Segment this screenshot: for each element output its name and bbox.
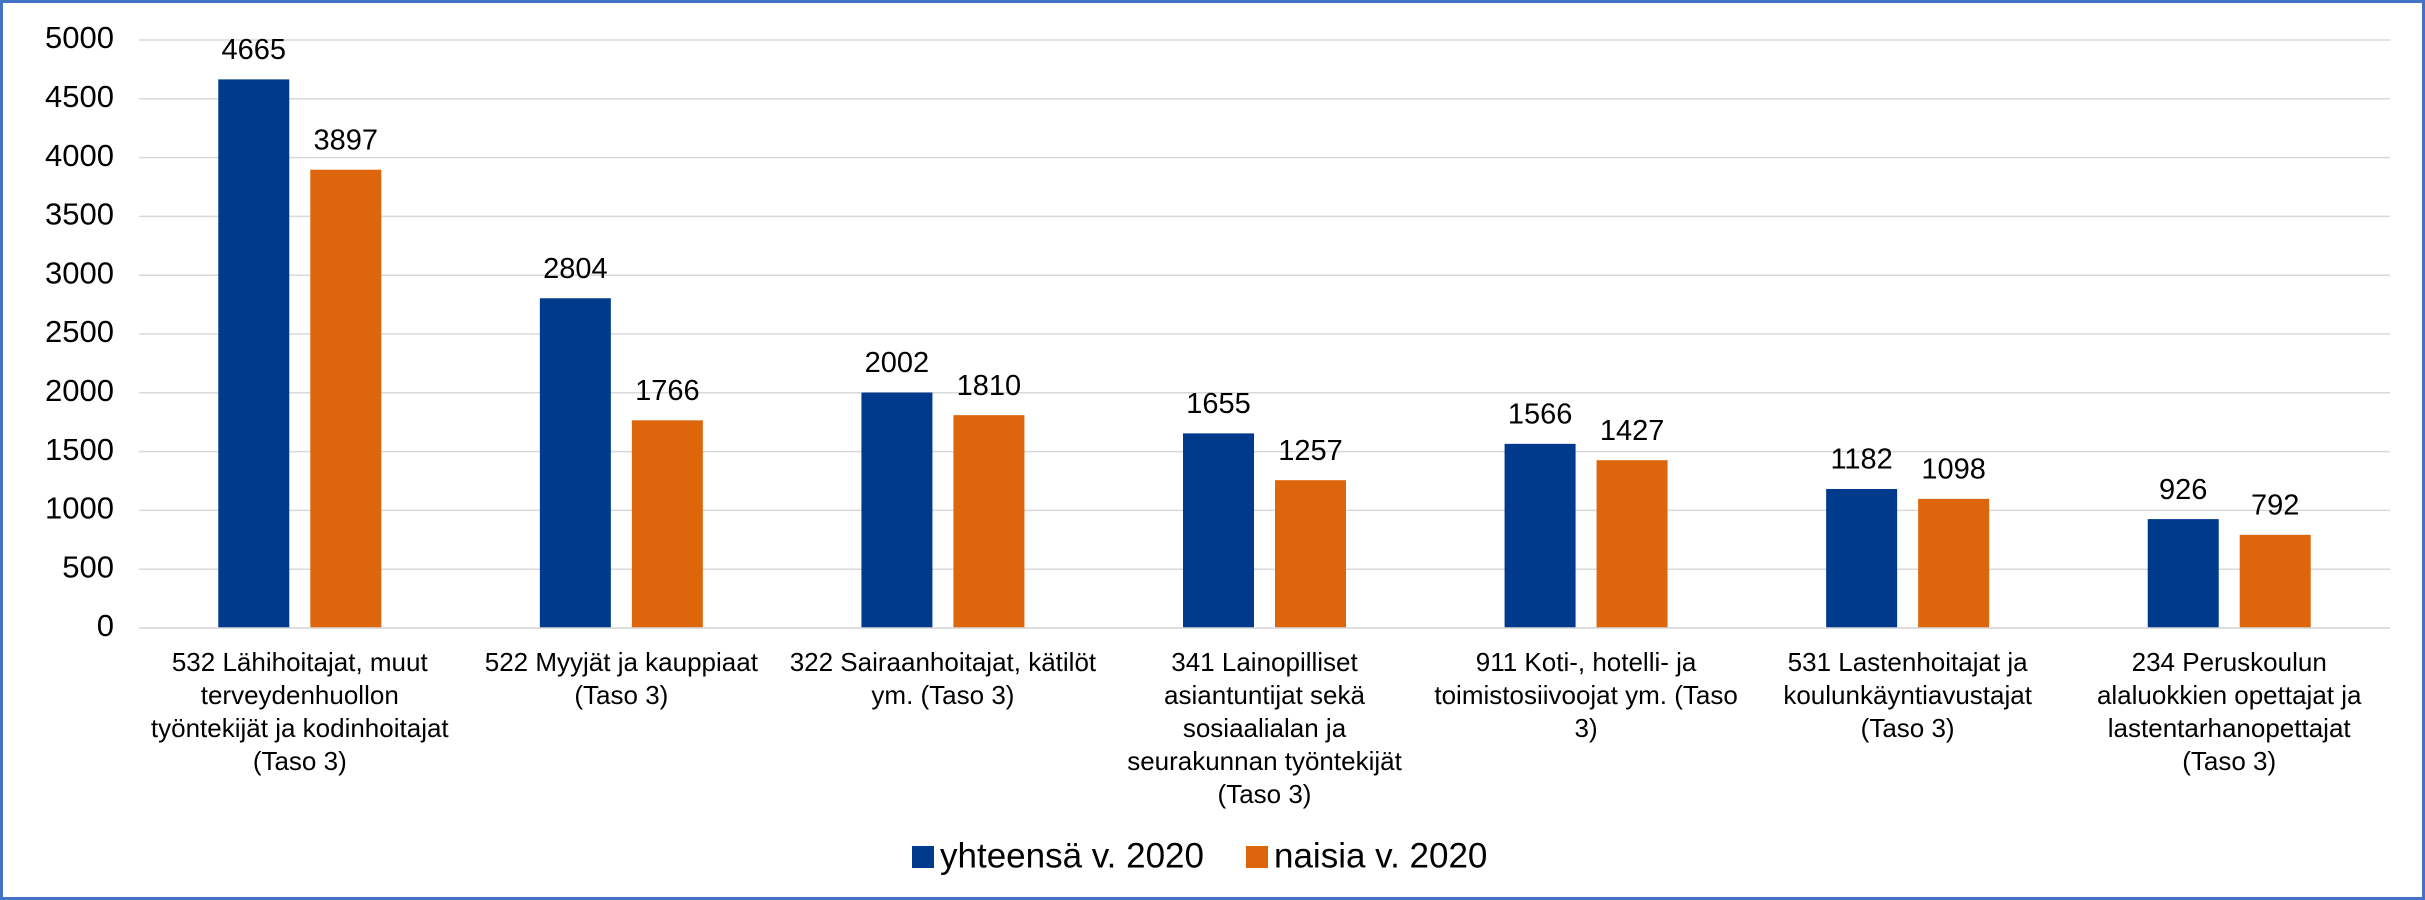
bar [539, 298, 611, 628]
data-label: 1766 [635, 375, 700, 407]
y-tick-label: 1000 [45, 491, 114, 526]
y-tick-label: 2500 [45, 314, 114, 349]
data-label: 3897 [314, 124, 379, 156]
bar [631, 420, 703, 628]
data-label: 1098 [1921, 454, 1986, 486]
y-tick-label: 0 [97, 608, 114, 643]
bar [953, 415, 1025, 628]
y-tick-label: 3500 [45, 197, 114, 232]
x-tick-label: 532 Lähihoitajat, muut terveydenhuollon ty… [151, 647, 450, 776]
bar [310, 169, 382, 628]
x-tick-label: 234 Peruskoulun alaluokkien opettajat ja l… [2097, 647, 2362, 776]
y-tick-label: 500 [62, 549, 114, 584]
data-label: 1257 [1278, 435, 1343, 467]
data-label: 1182 [1830, 444, 1892, 476]
bar [1275, 480, 1346, 628]
data-label: 1566 [1508, 398, 1573, 430]
bar [218, 79, 290, 628]
bar [1504, 443, 1576, 628]
x-tick-label: 322 Sairaanhoitajat, kätilöt ym. (Taso 3) [790, 647, 1097, 710]
bar [1826, 488, 1898, 628]
data-label: 2002 [865, 347, 930, 379]
data-label: 4665 [222, 34, 287, 66]
bar [2239, 534, 2311, 628]
data-label: 1655 [1186, 388, 1251, 420]
legend-label: yhteensä v. 2020 [940, 836, 1204, 875]
data-label: 2804 [543, 253, 608, 285]
bar [1596, 460, 1668, 628]
y-tick-label: 1500 [45, 432, 114, 467]
data-label: 792 [2251, 490, 2299, 522]
y-tick-label: 2000 [45, 373, 114, 408]
data-label: 926 [2159, 474, 2207, 506]
legend-swatch [1246, 846, 1268, 868]
y-tick-label: 3000 [45, 255, 114, 290]
y-tick-label: 4000 [45, 138, 114, 173]
data-label: 1427 [1600, 415, 1665, 447]
legend-label: naisia v. 2020 [1274, 836, 1487, 875]
y-tick-label: 4500 [45, 79, 114, 114]
bar [861, 392, 933, 628]
x-tick-label: 911 Koti-, hotelli- ja toimistosiivoojat … [1434, 647, 1737, 743]
y-tick-label: 5000 [45, 20, 114, 55]
x-tick-label: 341 Lainopilliset asiantuntijat sekä sosia… [1127, 647, 1402, 809]
bar [1183, 433, 1254, 628]
data-label: 1810 [957, 370, 1022, 402]
bar [2147, 519, 2219, 628]
bar [1918, 498, 1990, 628]
x-tick-label: 531 Lastenhoitajat ja koulunkäyntiavustaj… [1783, 647, 2032, 743]
legend-swatch [912, 846, 934, 868]
x-tick-label: 522 Myyjät ja kauppiaat (Taso 3) [485, 647, 759, 710]
